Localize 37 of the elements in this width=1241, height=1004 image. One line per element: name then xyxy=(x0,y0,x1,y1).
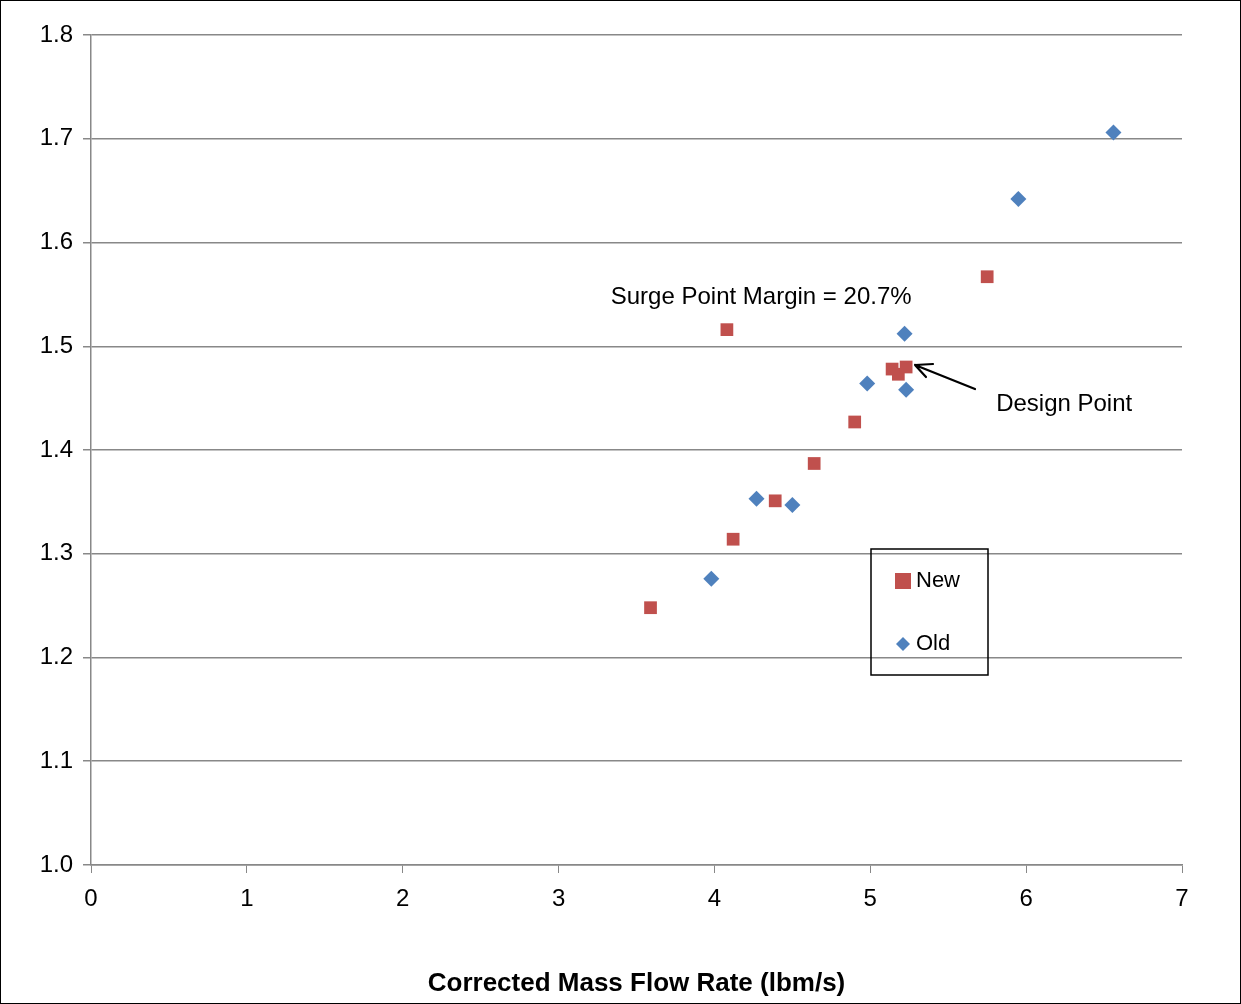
x-tick-label: 2 xyxy=(396,884,410,912)
x-tick-label: 7 xyxy=(1175,884,1189,912)
x-tick-label: 5 xyxy=(863,884,877,912)
point xyxy=(784,496,801,513)
y-tick-label: 1.3 xyxy=(39,538,73,566)
point xyxy=(644,601,657,615)
point xyxy=(896,325,913,342)
point xyxy=(720,323,734,337)
point xyxy=(1010,190,1027,207)
point xyxy=(703,570,720,587)
annotation: Design Point xyxy=(996,388,1133,416)
point xyxy=(748,490,765,507)
point xyxy=(1105,124,1122,141)
y-tick-label: 1.2 xyxy=(39,642,73,670)
y-tick-label: 1.4 xyxy=(39,434,73,462)
x-tick-label: 6 xyxy=(1019,884,1033,912)
legend-label: Old xyxy=(916,630,951,656)
x-axis-title: Corrected Mass Flow Rate (lbm/s) xyxy=(427,966,846,997)
point xyxy=(848,415,862,429)
x-tick-label: 4 xyxy=(707,884,722,912)
point xyxy=(768,494,782,508)
x-tick-label: 1 xyxy=(240,884,254,912)
point xyxy=(726,532,740,546)
y-tick-label: 1.5 xyxy=(39,330,73,358)
y-tick-label: 1.8 xyxy=(39,19,73,47)
y-tick-label: 1.1 xyxy=(39,745,73,773)
point xyxy=(859,375,876,392)
point xyxy=(898,381,915,398)
x-tick-label: 0 xyxy=(84,884,98,912)
point xyxy=(980,270,994,284)
y-tick-label: 1.6 xyxy=(39,227,73,255)
x-tick-label: 3 xyxy=(551,884,566,912)
annotation: Surge Point Margin = 20.7% xyxy=(610,282,912,310)
point xyxy=(807,457,821,470)
legend-label: New xyxy=(916,567,961,593)
y-tick-label: 1.0 xyxy=(39,849,73,877)
y-tick-label: 1.7 xyxy=(39,123,73,151)
